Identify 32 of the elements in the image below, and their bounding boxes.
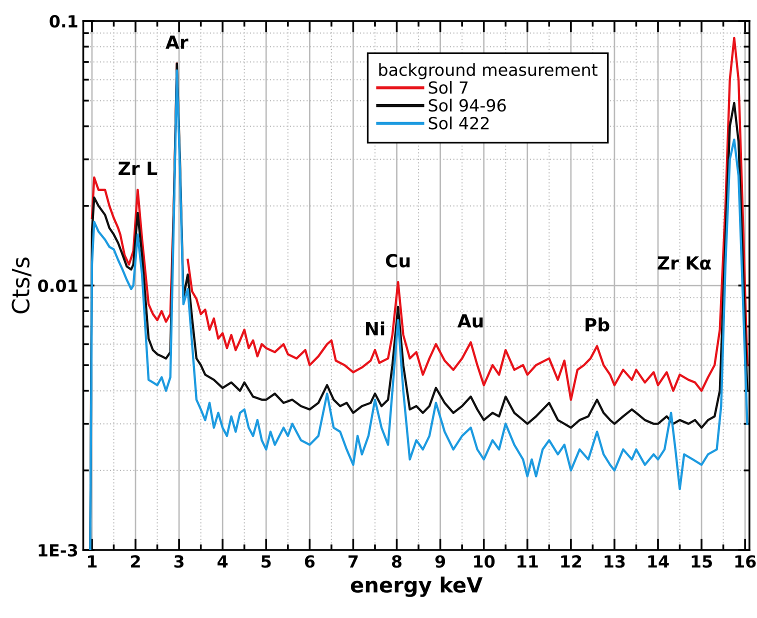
y-axis-title: Cts/s <box>12 258 32 314</box>
annotation: Zr L <box>118 162 158 175</box>
x-tick-label: 1 <box>88 555 97 568</box>
annotation: Au <box>457 314 483 328</box>
x-tick-label: 11 <box>518 555 538 568</box>
x-tick-label: 2 <box>131 555 140 568</box>
legend-label: Sol 94-96 <box>428 98 506 112</box>
x-tick-label: 5 <box>262 555 271 568</box>
x-axis-title: energy keV <box>350 576 483 597</box>
x-tick-label: 9 <box>435 555 446 568</box>
x-tick-label: 7 <box>348 555 358 568</box>
annotation: Zr Kα <box>658 256 711 270</box>
legend-title: background measurement <box>379 63 598 80</box>
x-tick-label: 3 <box>174 555 184 568</box>
x-tick-label: 14 <box>648 555 669 568</box>
legend-label: Sol 422 <box>428 116 489 130</box>
annotation: Pb <box>586 318 610 332</box>
annotation: Cu <box>386 254 410 268</box>
x-tick-label: 13 <box>604 555 625 568</box>
x-tick-label: 8 <box>392 555 402 568</box>
x-tick-label: 10 <box>474 555 495 568</box>
y-tick-label: 0.01 <box>38 279 78 292</box>
x-tick-label: 16 <box>735 555 756 568</box>
y-tick-label: 1E-3 <box>38 544 78 557</box>
y-tick-label: 0.1 <box>50 14 78 28</box>
legend-label: Sol 7 <box>428 80 468 94</box>
annotation: Ar <box>166 36 188 49</box>
x-tick-label: 4 <box>218 555 228 568</box>
x-tick-label: 6 <box>304 555 315 568</box>
x-tick-label: 15 <box>692 555 712 568</box>
annotation: Ni <box>366 322 384 336</box>
x-tick-label: 12 <box>561 555 582 568</box>
